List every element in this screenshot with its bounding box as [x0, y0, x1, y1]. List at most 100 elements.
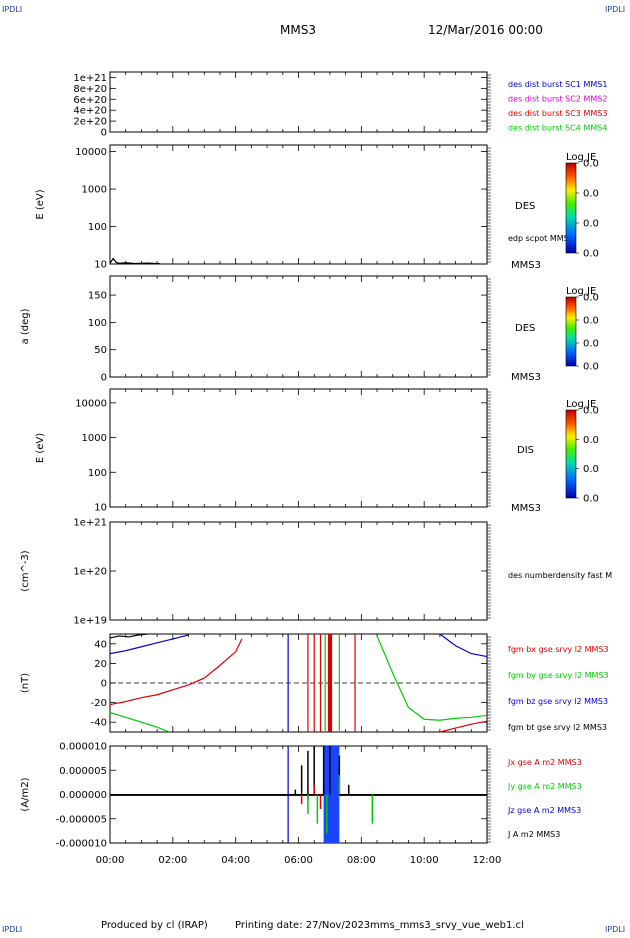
y-axis-label: E (eV) [35, 433, 46, 463]
legend-entry: fgm bx gse srvy l2 MMS3 [508, 645, 609, 654]
y-tick-label: -0.000010 [56, 839, 107, 850]
fgm-series-line [109, 633, 148, 639]
fgm-series-line [439, 720, 488, 733]
panel-frame [109, 521, 488, 621]
y-tick-label: 20 [94, 659, 107, 670]
y-tick-label: 0.000000 [59, 790, 107, 801]
fgm-series-line [109, 638, 243, 706]
time-tick-label: 04:00 [221, 855, 250, 866]
brand-bottom-left: IPDLI [2, 925, 22, 934]
panel-dis-energy: 10000 1000 100 10 E (eV) DIS MMS3 Log JE 0.0 0.0 0… [35, 388, 599, 514]
footer-produced-by: Produced by cl (IRAP) [101, 920, 208, 931]
date-title: 12/Mar/2016 00:00 [428, 23, 543, 37]
time-tick-label: 10:00 [410, 855, 439, 866]
colorbar-tick-label: 0.0 [583, 464, 599, 475]
y-tick-label: 1000 [82, 433, 107, 444]
time-axis: 00:00 02:00 04:00 06:00 08:00 10:00 12:00 [96, 855, 502, 866]
colorbar [565, 296, 577, 367]
colorbar-label: Log JE [566, 399, 596, 410]
colorbar-tick-label: 0.0 [583, 494, 599, 505]
scpot-trace [109, 257, 161, 265]
brand-bottom-right: IPDLI [605, 925, 625, 934]
colorbar [565, 162, 577, 254]
time-tick-label: 02:00 [158, 855, 187, 866]
panel-frame [109, 388, 488, 508]
time-tick-label: 08:00 [347, 855, 376, 866]
brand-top-left: IPDLI [2, 5, 22, 14]
colorbar-tick-label: 0.0 [583, 189, 599, 200]
y-tick-label: 1e+21 [73, 73, 107, 84]
spacecraft-label: MMS3 [511, 503, 541, 514]
spacecraft-label: MMS3 [511, 372, 541, 383]
colorbar-tick-label: 0.0 [583, 249, 599, 260]
colorbar-label: Log JE [566, 286, 596, 297]
colorbar-tick-label: 0.0 [583, 316, 599, 327]
legend-entry: J A m2 MMS3 [507, 830, 560, 839]
y-tick-label: 1000 [82, 185, 107, 196]
brand-top-right: IPDLI [605, 5, 625, 14]
y-tick-label: 2e+20 [73, 117, 107, 128]
panel-frame [109, 275, 488, 378]
legend-entry: des dist burst SC2 MMS2 [508, 95, 607, 104]
time-tick-label: 06:00 [284, 855, 313, 866]
colorbar [565, 409, 577, 499]
panel-des-energy: 10000 1000 100 10 E (eV) DES edp scpot MMS3 MMS… [35, 144, 599, 271]
y-tick-label: 0 [101, 373, 107, 384]
colorbar-tick-label: 0.0 [583, 219, 599, 230]
colorbar-tick-label: 0.0 [583, 435, 599, 446]
legend-entry: des dist burst SC4 MMS4 [508, 124, 607, 133]
y-tick-label: 100 [88, 468, 107, 479]
legend-entry: Jy gse A m2 MMS3 [507, 782, 582, 791]
time-tick-label: 12:00 [473, 855, 502, 866]
y-tick-label: 10000 [75, 398, 107, 409]
fgm-series-line [376, 635, 488, 721]
fgm-series-line [439, 633, 488, 658]
y-tick-label: 8e+20 [73, 84, 107, 95]
y-axis-label: (cm^-3) [20, 550, 31, 591]
spacecraft-title: MMS3 [280, 23, 316, 37]
legend-entry: fgm bz gse srvy l2 MMS3 [508, 697, 608, 706]
y-axis-label: a (deg) [20, 308, 31, 344]
series-label: des numberdensity fast M [508, 571, 612, 580]
y-tick-label: 0.000005 [59, 766, 107, 777]
legend-entry: des dist burst SC3 MMS3 [508, 109, 607, 118]
legend-entry: Jz gse A m2 MMS3 [507, 806, 581, 815]
legend-entry: Jx gse A m2 MMS3 [507, 758, 582, 767]
y-tick-label: -40 [91, 718, 107, 729]
y-tick-label: 6e+20 [73, 95, 107, 106]
legend-entry: fgm by gse srvy l2 MMS3 [508, 671, 609, 680]
y-tick-label: -0.000005 [56, 814, 107, 825]
instrument-label: DES [515, 323, 535, 334]
y-tick-label: 10 [94, 503, 107, 514]
colorbar-tick-label: 0.0 [583, 159, 599, 170]
time-tick-label: 00:00 [96, 855, 125, 866]
y-tick-label: 0 [101, 679, 107, 690]
panel-current: 0.000010 0.000005 0.000000 -0.000005 -0.0000… [20, 742, 582, 850]
footer-printing-date: Printing date: 27/Nov/2023 [235, 920, 370, 931]
legend-entry: fgm bt gse srvy l2 MMS3 [508, 723, 607, 732]
colorbar-label: Log JE [566, 152, 596, 163]
panel-density: 1e+21 1e+20 1e+19 (cm^-3) des numberdensity … [20, 518, 612, 627]
y-tick-label: 40 [94, 639, 107, 650]
y-tick-label: 10000 [75, 147, 107, 158]
y-tick-label: 100 [88, 222, 107, 233]
y-tick-label: 1e+19 [73, 616, 107, 627]
instrument-label: DIS [517, 445, 534, 456]
spacecraft-label: MMS3 [511, 260, 541, 271]
legend-entry: des dist burst SC1 MMS1 [508, 80, 607, 89]
y-tick-label: -20 [91, 698, 107, 709]
panel-frame [109, 71, 488, 133]
y-tick-label: 1e+20 [73, 567, 107, 578]
y-axis-label: (A/m2) [20, 777, 31, 811]
y-tick-label: 100 [88, 318, 107, 329]
colorbar-tick-label: 0.0 [583, 339, 599, 350]
y-tick-label: 50 [94, 345, 107, 356]
y-tick-label: 10 [94, 260, 107, 271]
y-axis-label: (nT) [20, 673, 31, 693]
y-tick-label: 1e+21 [73, 518, 107, 529]
y-tick-label: 150 [88, 291, 107, 302]
